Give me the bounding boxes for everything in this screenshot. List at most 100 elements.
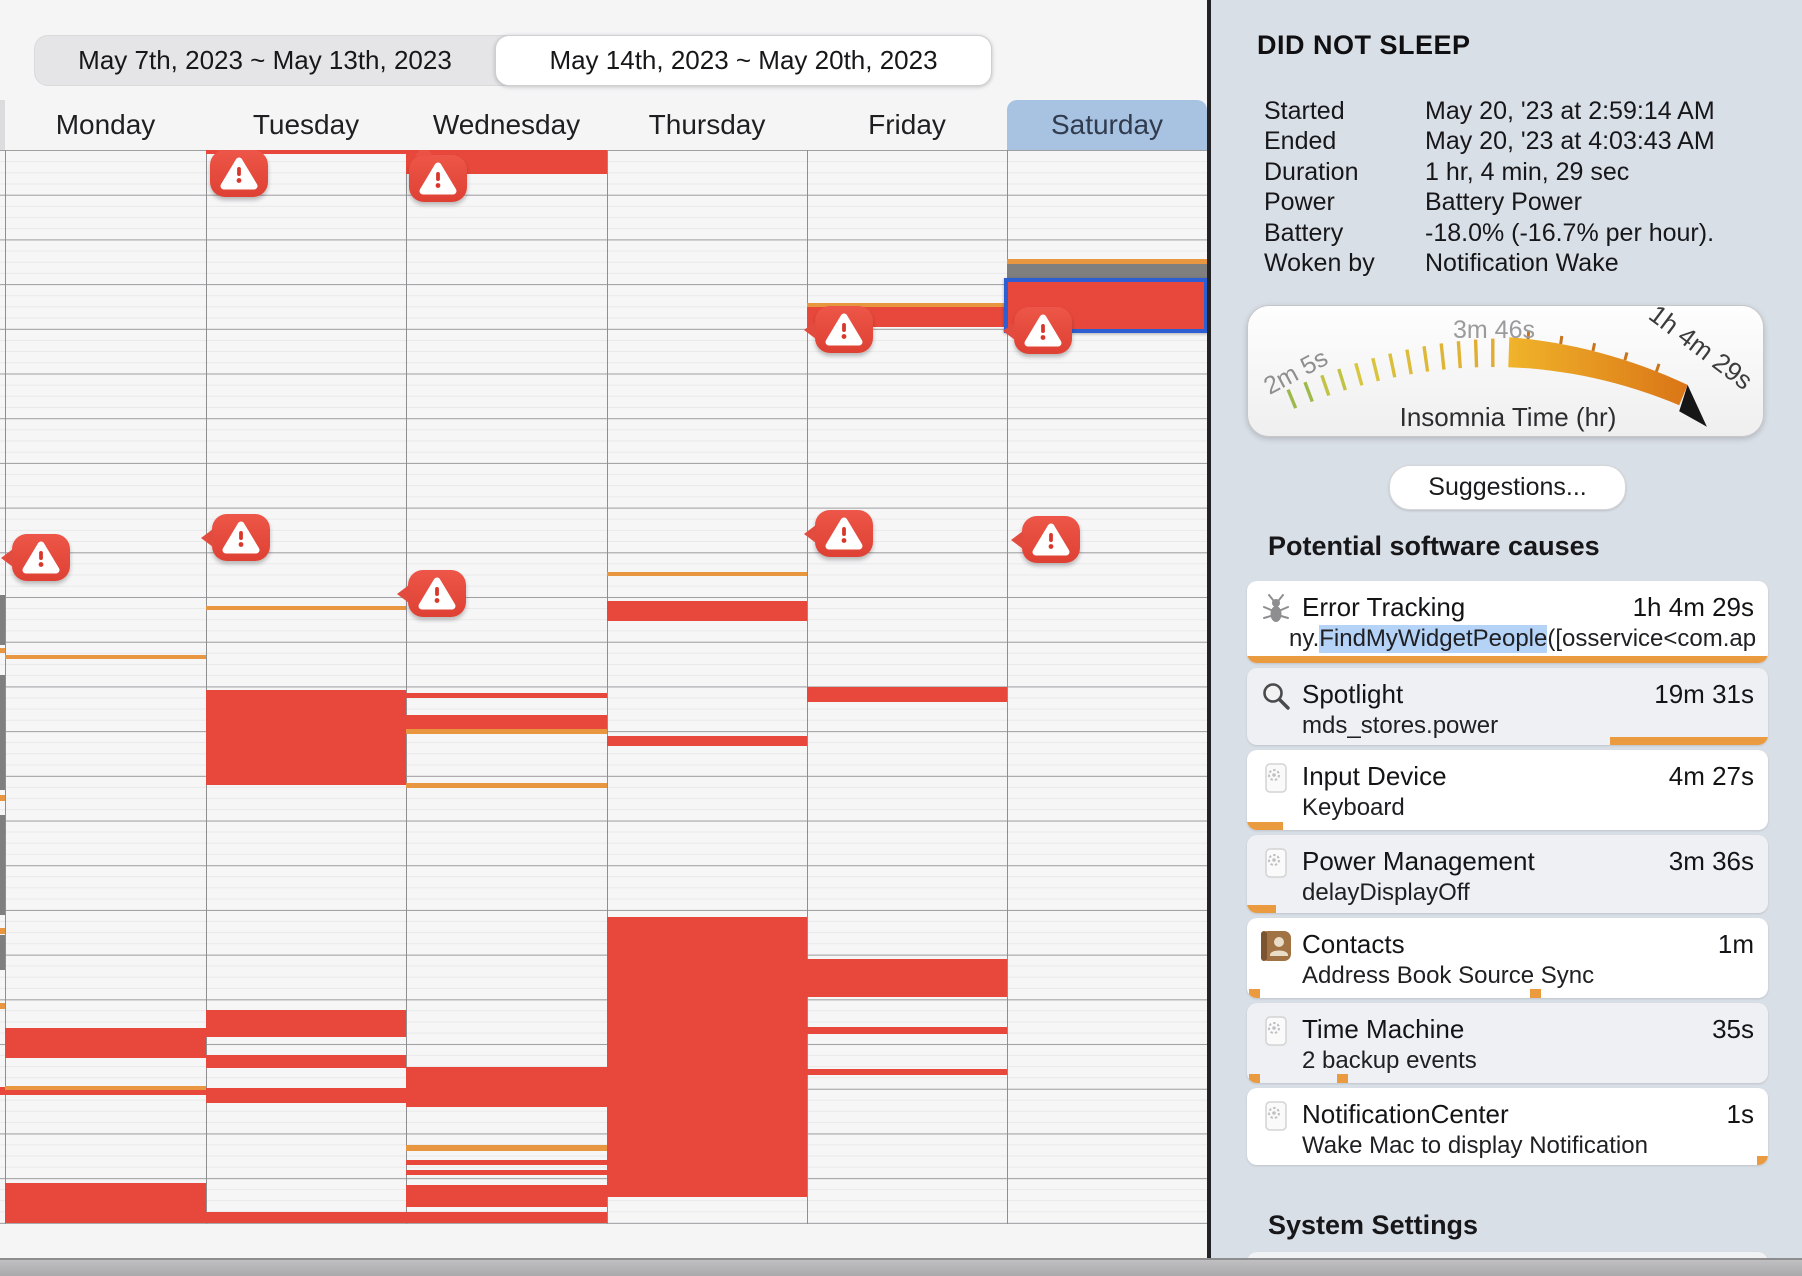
warning-badge[interactable] [409,150,467,202]
wake-event-block[interactable] [206,1212,406,1223]
sleep-state-band[interactable] [1007,264,1207,278]
day-header-thursday[interactable]: Thursday [648,109,766,140]
detail-panel: DID NOT SLEEP Started May 20, '23 at 2:59… [1211,0,1802,1276]
warning-badge[interactable] [1003,307,1072,354]
cause-name: Contacts [1302,929,1405,959]
tab-week-previous[interactable]: May 7th, 2023 ~ May 13th, 2023 [35,36,495,85]
cause-card-notificationcenter[interactable]: NotificationCenter 1s Wake Mac to display … [1247,1088,1768,1165]
wake-event-block[interactable] [206,1010,406,1037]
wake-event-block[interactable] [5,1028,206,1058]
warning-badge[interactable] [804,510,873,557]
wake-event-block[interactable] [607,601,807,621]
wake-event-block[interactable] [406,1212,607,1223]
doc-gear-icon [1259,1014,1293,1048]
duration-marker [1337,1074,1348,1083]
detail-row-battery: Battery -18.0% (-16.7% per hour). [1264,219,1784,249]
warning-badge[interactable] [210,150,268,197]
detail-value: May 20, '23 at 2:59:14 AM [1425,97,1715,125]
cause-name: Time Machine [1302,1014,1465,1044]
tab-week-previous-label: May 7th, 2023 ~ May 13th, 2023 [78,45,452,75]
tab-week-current[interactable]: May 14th, 2023 ~ May 20th, 2023 [495,35,992,86]
wake-event-block [0,1087,5,1095]
day-header-monday[interactable]: Monday [55,109,156,140]
cause-card-power-management[interactable]: Power Management 3m 36s delayDisplayOff [1247,835,1768,913]
duration-bar [1247,905,1276,913]
causes-heading: Potential software causes [1268,531,1600,561]
cause-duration: 19m 31s [1654,679,1754,709]
wake-event-block[interactable] [406,1067,607,1107]
day-header-sunday-stub [0,100,5,150]
detail-value: Notification Wake [1425,249,1619,277]
sleep-state-band[interactable] [0,815,5,915]
wake-event-block[interactable] [206,1055,406,1068]
activity-line [0,1003,5,1009]
cause-name: Input Device [1302,761,1447,791]
activity-line [406,783,607,788]
activity-line [206,606,406,610]
sleep-state-band[interactable] [0,935,5,970]
gauge-caption: Insomnia Time (hr) [1399,402,1617,432]
sleep-state-band[interactable] [0,675,5,790]
activity-line [406,1145,607,1151]
wake-event-block[interactable] [807,959,1007,997]
day-header-saturday-highlight[interactable] [1007,100,1207,150]
activity-line [5,1086,206,1090]
wake-event-block[interactable] [607,917,807,1197]
activity-line [0,928,5,934]
wake-event-block[interactable] [206,690,406,785]
doc-gear-icon [1259,1099,1293,1133]
cause-card-spotlight[interactable]: Spotlight 19m 31s mds_stores.power [1247,668,1768,745]
cause-subtitle: Wake Mac to display Notification [1302,1132,1648,1159]
detail-label: Battery [1264,218,1344,247]
duration-bar [1247,822,1283,830]
wake-event-block[interactable] [206,1088,406,1103]
warning-badge[interactable] [397,570,466,617]
activity-line [406,729,607,734]
detail-value: May 20, '23 at 4:03:43 AM [1425,127,1715,156]
detail-row-duration: Duration 1 hr, 4 min, 29 sec [1264,158,1784,188]
duration-bar [1247,656,1768,663]
cause-duration: 1s [1726,1099,1754,1129]
wake-event-block[interactable] [406,1185,607,1207]
detail-label: Ended [1264,127,1337,156]
warning-badge[interactable] [201,514,270,561]
detail-label: Started [1264,97,1345,125]
wake-event-block [5,1090,206,1095]
cause-duration: 3m 36s [1668,846,1754,876]
wake-event-block [807,1027,1007,1034]
detail-value: 1 hr, 4 min, 29 sec [1425,157,1630,186]
day-header-wednesday[interactable]: Wednesday [432,109,581,140]
cause-subtitle: 2 backup events [1302,1047,1477,1074]
activity-line [5,655,206,659]
cause-card-input-device[interactable]: Input Device 4m 27s Keyboard [1247,750,1768,830]
bug-icon [1259,592,1293,626]
week-grid [0,150,1207,1224]
warning-badge[interactable] [1011,516,1080,563]
day-header-friday[interactable]: Friday [868,109,946,140]
cause-subtitle: Keyboard [1302,794,1405,821]
warning-badge[interactable] [1,534,70,581]
wake-event-block[interactable] [406,715,607,729]
week-range-segmented-control[interactable]: May 7th, 2023 ~ May 13th, 2023 May 14th,… [34,35,992,86]
wake-event-block[interactable] [5,1183,206,1223]
window-bottom-edge [0,1258,1802,1276]
day-header-saturday[interactable]: Saturday [1050,109,1164,140]
activity-line [1007,259,1207,264]
text-selection: FindMyWidgetPeople [1319,625,1548,653]
suggestions-button[interactable]: Suggestions... [1389,465,1626,510]
detail-label: Duration [1264,157,1359,186]
day-header-tuesday[interactable]: Tuesday [252,109,360,140]
cause-card-contacts[interactable]: Contacts 1m Address Book Source Sync [1247,918,1768,998]
cause-card-error-tracking[interactable]: Error Tracking 1h 4m 29s ny.FindMyWidgetPe… [1247,581,1768,663]
calendar-panel: May 7th, 2023 ~ May 13th, 2023 May 14th,… [0,35,1207,1224]
day-column-border [406,150,407,1224]
system-settings-heading: System Settings [1268,1210,1479,1240]
cause-card-time-machine[interactable]: Time Machine 35s 2 backup events [1247,1003,1768,1083]
wake-event-block[interactable] [807,687,1007,702]
day-column-border [607,150,608,1224]
tab-week-current-label: May 14th, 2023 ~ May 20th, 2023 [549,45,938,75]
detail-row-power: Power Battery Power [1264,188,1784,218]
detail-value: Battery Power [1425,188,1583,217]
warning-badge[interactable] [804,306,873,353]
sleep-state-band[interactable] [0,595,5,645]
